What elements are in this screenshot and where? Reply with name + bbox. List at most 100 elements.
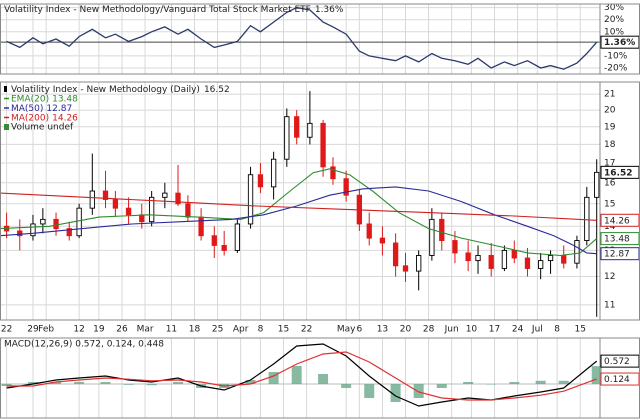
- candle-body: [257, 174, 264, 188]
- y-tick-label: 12: [604, 272, 615, 282]
- candle-body: [584, 196, 590, 241]
- candle-body: [125, 207, 132, 216]
- x-tick-label: 26: [116, 325, 128, 335]
- moving-average-line: [0, 192, 597, 221]
- candle-body: [175, 192, 181, 205]
- x-tick-label: 20: [400, 325, 412, 335]
- histogram-bar: [486, 384, 497, 385]
- candle-body: [221, 244, 227, 251]
- candle-body: [392, 242, 399, 267]
- x-tick-label: 10: [466, 325, 478, 335]
- candle-body: [211, 235, 217, 246]
- title-text: Volatility Index - New Methodology (Dail…: [11, 85, 200, 95]
- ratio-line: [6, 6, 598, 70]
- macd-line: [6, 351, 597, 401]
- histogram-bar: [390, 384, 401, 402]
- candle-body: [139, 214, 145, 223]
- x-tick-label: 22: [301, 325, 312, 335]
- y-tick-label: 11: [604, 300, 615, 310]
- candle-body: [76, 207, 82, 237]
- candle-body: [185, 203, 191, 218]
- x-tick-label: Mar: [137, 325, 154, 335]
- x-tick-label: 11: [166, 325, 177, 335]
- candle-body: [488, 255, 494, 269]
- panel-title: Volatility Index - New Methodology/Vangu…: [4, 5, 344, 15]
- x-tick-label: Jun: [444, 325, 459, 335]
- histogram-bar: [268, 372, 279, 384]
- y-tick-label: 21: [604, 90, 615, 100]
- candle-body: [561, 255, 567, 264]
- candle-body: [343, 178, 349, 196]
- histogram-bar: [27, 382, 38, 384]
- histogram-bar: [123, 384, 134, 385]
- y-tick-label: 30%: [604, 3, 624, 13]
- histogram-bar: [291, 366, 302, 384]
- x-tick-label: Jul: [531, 325, 543, 335]
- x-tick-label: 19: [93, 325, 105, 335]
- histogram-bar: [413, 384, 424, 398]
- legend-icon: [4, 124, 9, 130]
- legend-value: 12.87: [46, 104, 72, 114]
- x-tick-label: 6: [356, 325, 362, 335]
- y-tick-label: -10%: [604, 51, 628, 61]
- histogram-bar: [51, 382, 62, 384]
- title-value: 16.52: [204, 85, 230, 95]
- legend-name: MA(50): [11, 104, 43, 114]
- histogram-bar: [74, 382, 85, 384]
- candle-body: [53, 218, 59, 230]
- x-tick-label: 17: [489, 325, 500, 335]
- y-tick-label: 20%: [604, 15, 624, 25]
- x-tick-label: 25: [212, 325, 223, 335]
- candle-body: [475, 255, 481, 262]
- histogram-bar: [364, 384, 375, 398]
- x-tick-label: 24: [512, 325, 524, 335]
- candle-body: [40, 218, 46, 225]
- y-tick-label: 17: [604, 159, 615, 169]
- histogram-bar: [100, 382, 111, 384]
- moving-average-line: [0, 168, 598, 257]
- y-tick-label: 18: [604, 140, 616, 150]
- y-tick-label: -20%: [604, 63, 628, 73]
- candle-body: [112, 199, 119, 209]
- histogram-bar: [535, 380, 546, 384]
- candle-body: [429, 218, 435, 256]
- histogram-bar: [436, 384, 447, 388]
- x-tick-label: Feb: [38, 325, 54, 335]
- candle-body: [102, 190, 109, 200]
- candle-body: [402, 265, 409, 272]
- x-tick-label: 15: [574, 325, 585, 335]
- candle-body: [89, 190, 95, 209]
- legend-entry: MA(50) 12.87: [11, 104, 72, 114]
- y-tick-label: 19: [604, 122, 616, 132]
- candle-body: [538, 260, 544, 269]
- histogram-bar: [146, 384, 157, 386]
- histogram-bar: [591, 366, 602, 384]
- value-box-label: 0.572: [604, 357, 630, 367]
- histogram-bar: [173, 382, 184, 384]
- value-box-label: 0.124: [604, 375, 630, 385]
- x-tick-label: 8: [554, 325, 560, 335]
- candle-body: [594, 171, 600, 198]
- histogram-bar: [318, 374, 329, 384]
- candle-body: [501, 249, 508, 269]
- y-tick-label: 10%: [604, 27, 624, 37]
- candle-body: [294, 116, 300, 138]
- candle-body: [320, 122, 326, 168]
- candle-body: [307, 122, 313, 138]
- x-tick-label: 28: [423, 325, 435, 335]
- candle-body: [284, 116, 290, 160]
- title-value: 1.36%: [315, 5, 344, 15]
- histogram-bar: [463, 382, 474, 384]
- candle-body: [547, 255, 554, 262]
- panel-title: MACD(12,26,9) 0.572, 0.124, 0.448: [4, 340, 164, 350]
- candle-body: [162, 192, 168, 198]
- candle-body: [465, 252, 471, 262]
- candle-body: [511, 249, 517, 259]
- moving-average-line: [0, 186, 597, 255]
- candle-body: [452, 240, 458, 254]
- value-box-label: 14.26: [604, 216, 630, 226]
- histogram-bar: [341, 384, 352, 388]
- candle-body: [379, 237, 386, 244]
